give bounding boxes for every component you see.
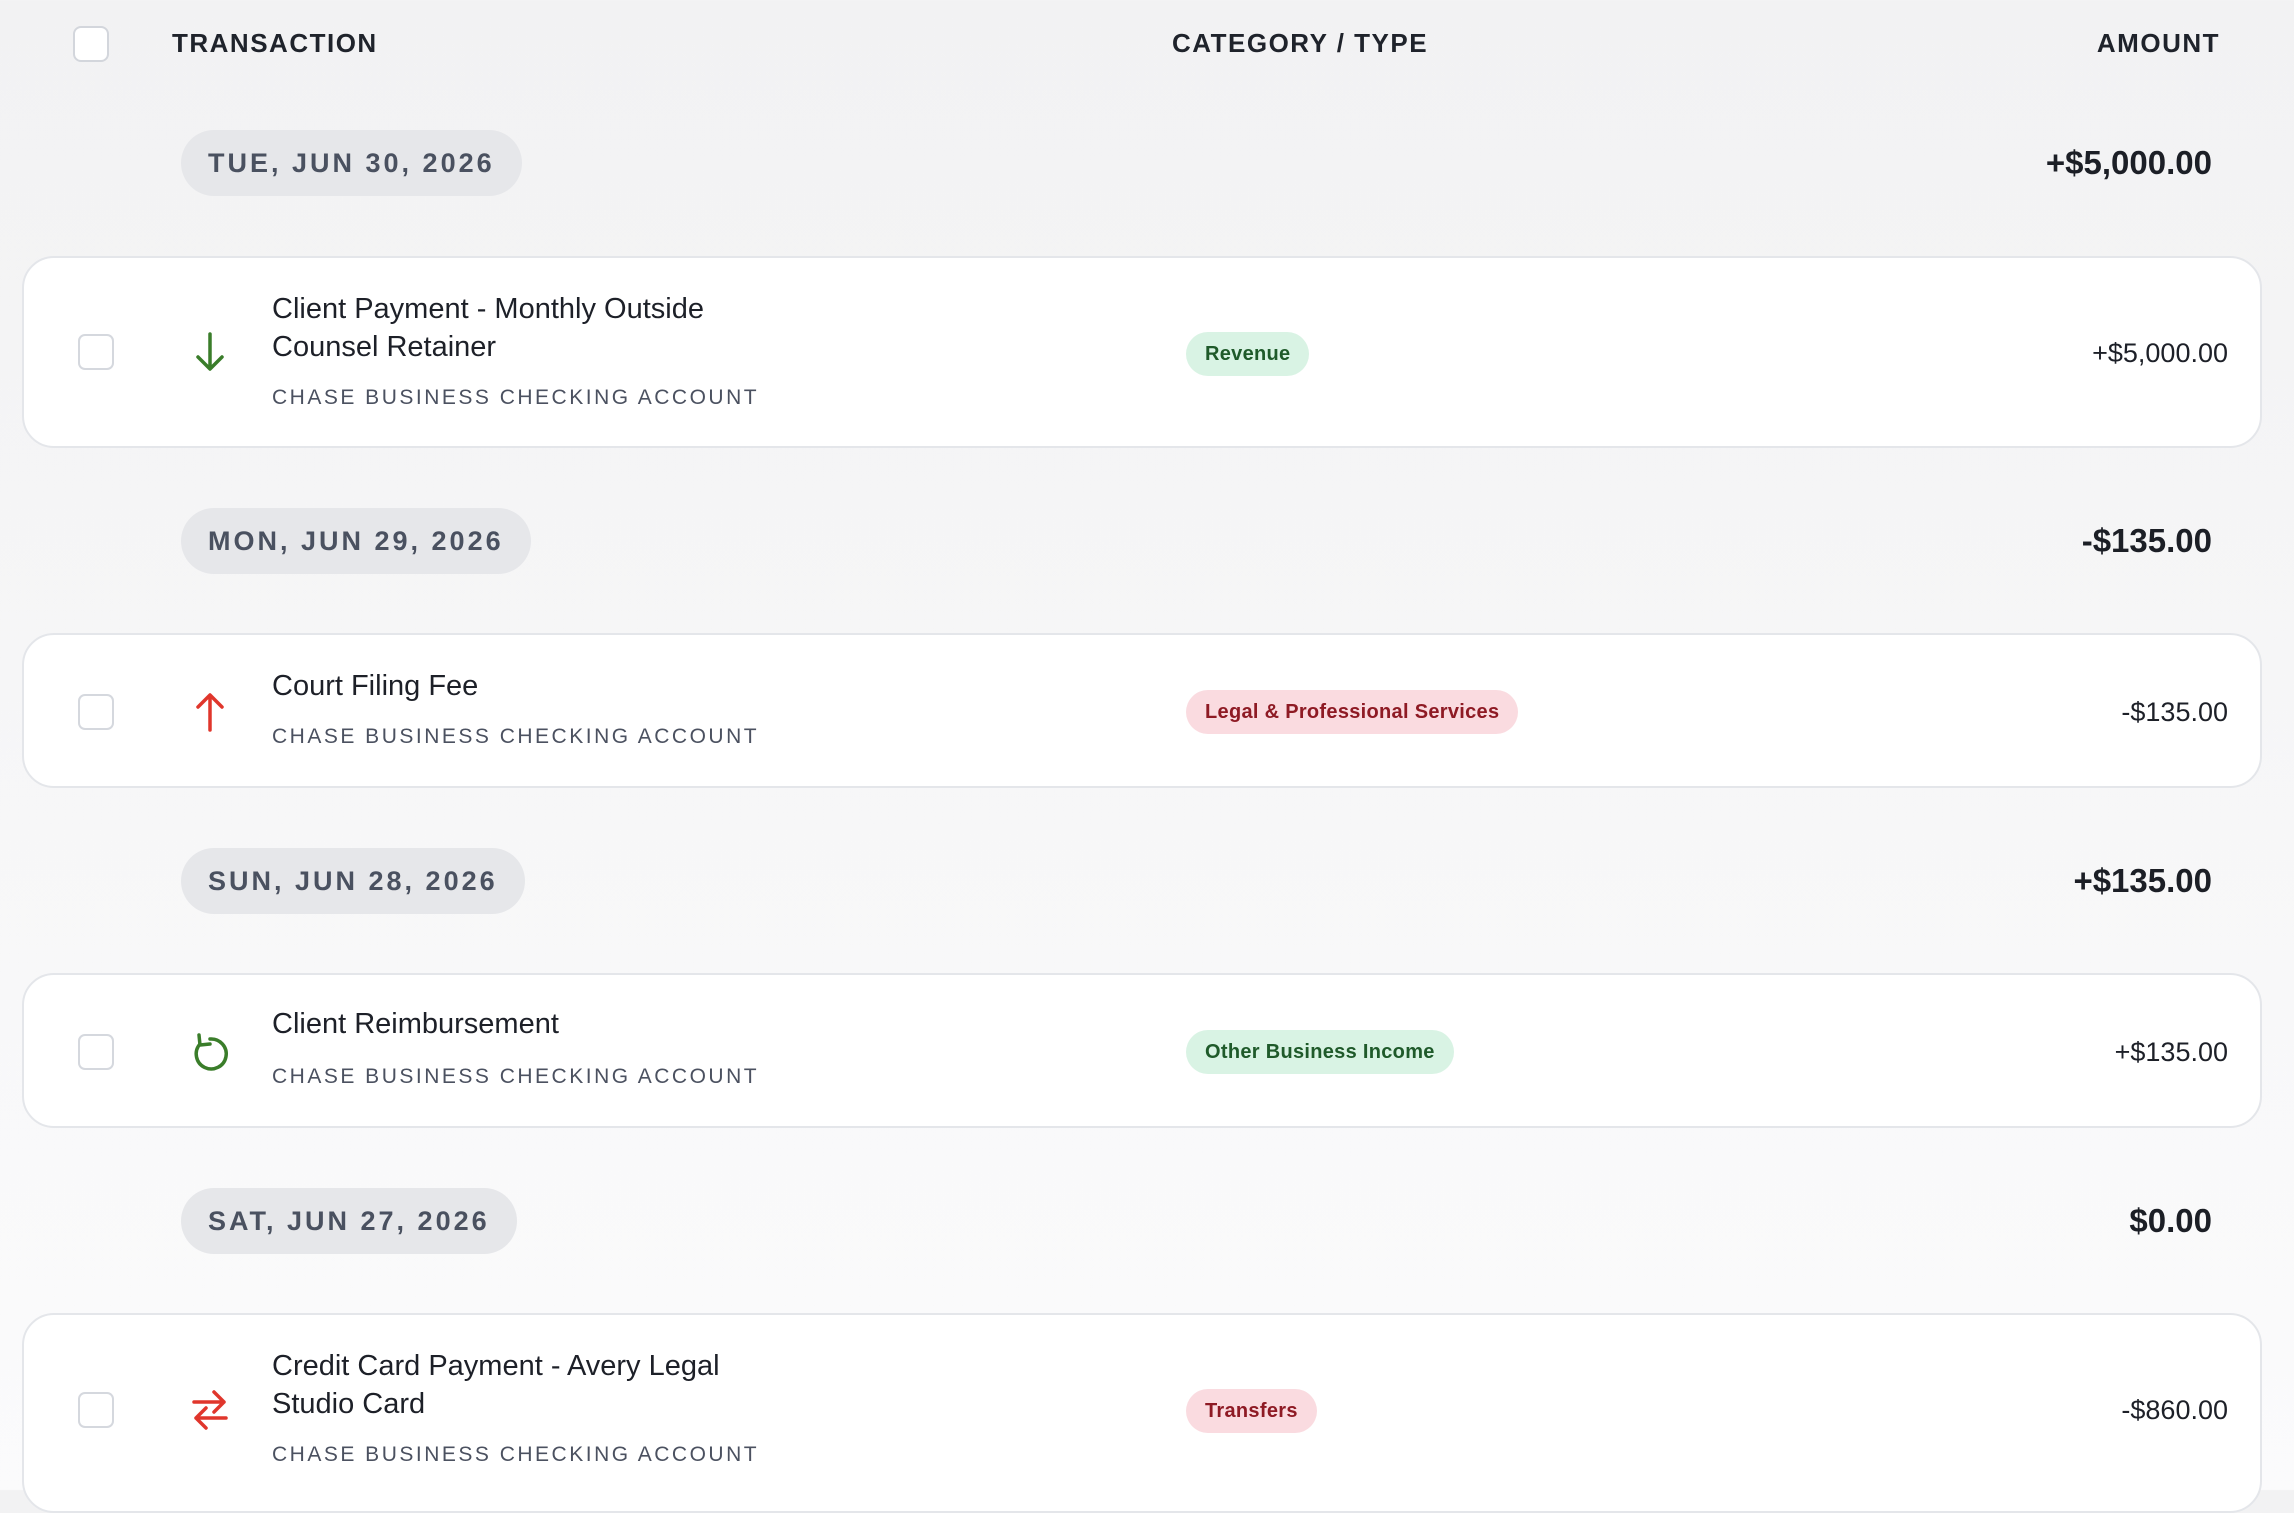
group-total: +$5,000.00 (2045, 144, 2212, 181)
transaction-row[interactable]: Client Payment - Monthly Outside Counsel… (22, 256, 2262, 448)
arrow-down-icon (196, 332, 224, 371)
transaction-row[interactable]: Client Reimbursement CHASE BUSINESS CHEC… (22, 973, 2262, 1128)
account-name: CHASE BUSINESS CHECKING ACCOUNT (272, 725, 760, 748)
account-name: CHASE BUSINESS CHECKING ACCOUNT (272, 1065, 760, 1088)
transaction-row[interactable]: Court Filing Fee CHASE BUSINESS CHECKING… (22, 633, 2262, 788)
refresh-icon (194, 1033, 228, 1071)
group-total: $0.00 (2129, 1202, 2212, 1239)
transaction-title[interactable]: Court Filing Fee (272, 670, 479, 702)
transaction-row[interactable]: Credit Card Payment - Avery Legal Studio… (22, 1313, 2262, 1513)
group-total: -$135.00 (2081, 522, 2212, 559)
category-badge[interactable]: Legal & Professional Services (1186, 690, 1519, 734)
transaction-title[interactable]: Credit Card Payment - Avery Legal Studio… (272, 1350, 720, 1420)
column-header-category[interactable]: CATEGORY / TYPE (1172, 28, 1429, 58)
transaction-amount: -$135.00 (2121, 697, 2228, 727)
transaction-amount: +$135.00 (2114, 1037, 2228, 1067)
row-checkbox[interactable] (78, 334, 114, 370)
transfer-arrows-icon (192, 1390, 228, 1430)
transaction-title[interactable]: Client Reimbursement (272, 1008, 559, 1040)
date-group-label: TUE, JUN 30, 2026 (181, 130, 522, 196)
transaction-amount: +$5,000.00 (2092, 338, 2228, 368)
date-group-label: SUN, JUN 28, 2026 (181, 848, 525, 914)
row-checkbox[interactable] (78, 1034, 114, 1070)
account-name: CHASE BUSINESS CHECKING ACCOUNT (272, 1443, 760, 1466)
category-badge[interactable]: Revenue (1186, 332, 1310, 376)
transaction-amount: -$860.00 (2121, 1395, 2228, 1425)
account-name: CHASE BUSINESS CHECKING ACCOUNT (272, 386, 760, 409)
column-header-amount[interactable]: AMOUNT (2096, 28, 2220, 58)
column-header-transaction[interactable]: TRANSACTION (172, 28, 378, 58)
select-all-checkbox[interactable] (73, 26, 109, 62)
date-group-label: MON, JUN 29, 2026 (181, 508, 531, 574)
group-total: +$135.00 (2073, 862, 2212, 899)
category-badge[interactable]: Other Business Income (1186, 1030, 1454, 1074)
date-group-label: SAT, JUN 27, 2026 (181, 1188, 517, 1254)
transaction-title[interactable]: Client Payment - Monthly Outside Counsel… (272, 293, 704, 363)
arrow-up-icon (196, 693, 224, 732)
row-checkbox[interactable] (78, 1392, 114, 1428)
category-badge[interactable]: Transfers (1186, 1389, 1317, 1433)
row-checkbox[interactable] (78, 694, 114, 730)
